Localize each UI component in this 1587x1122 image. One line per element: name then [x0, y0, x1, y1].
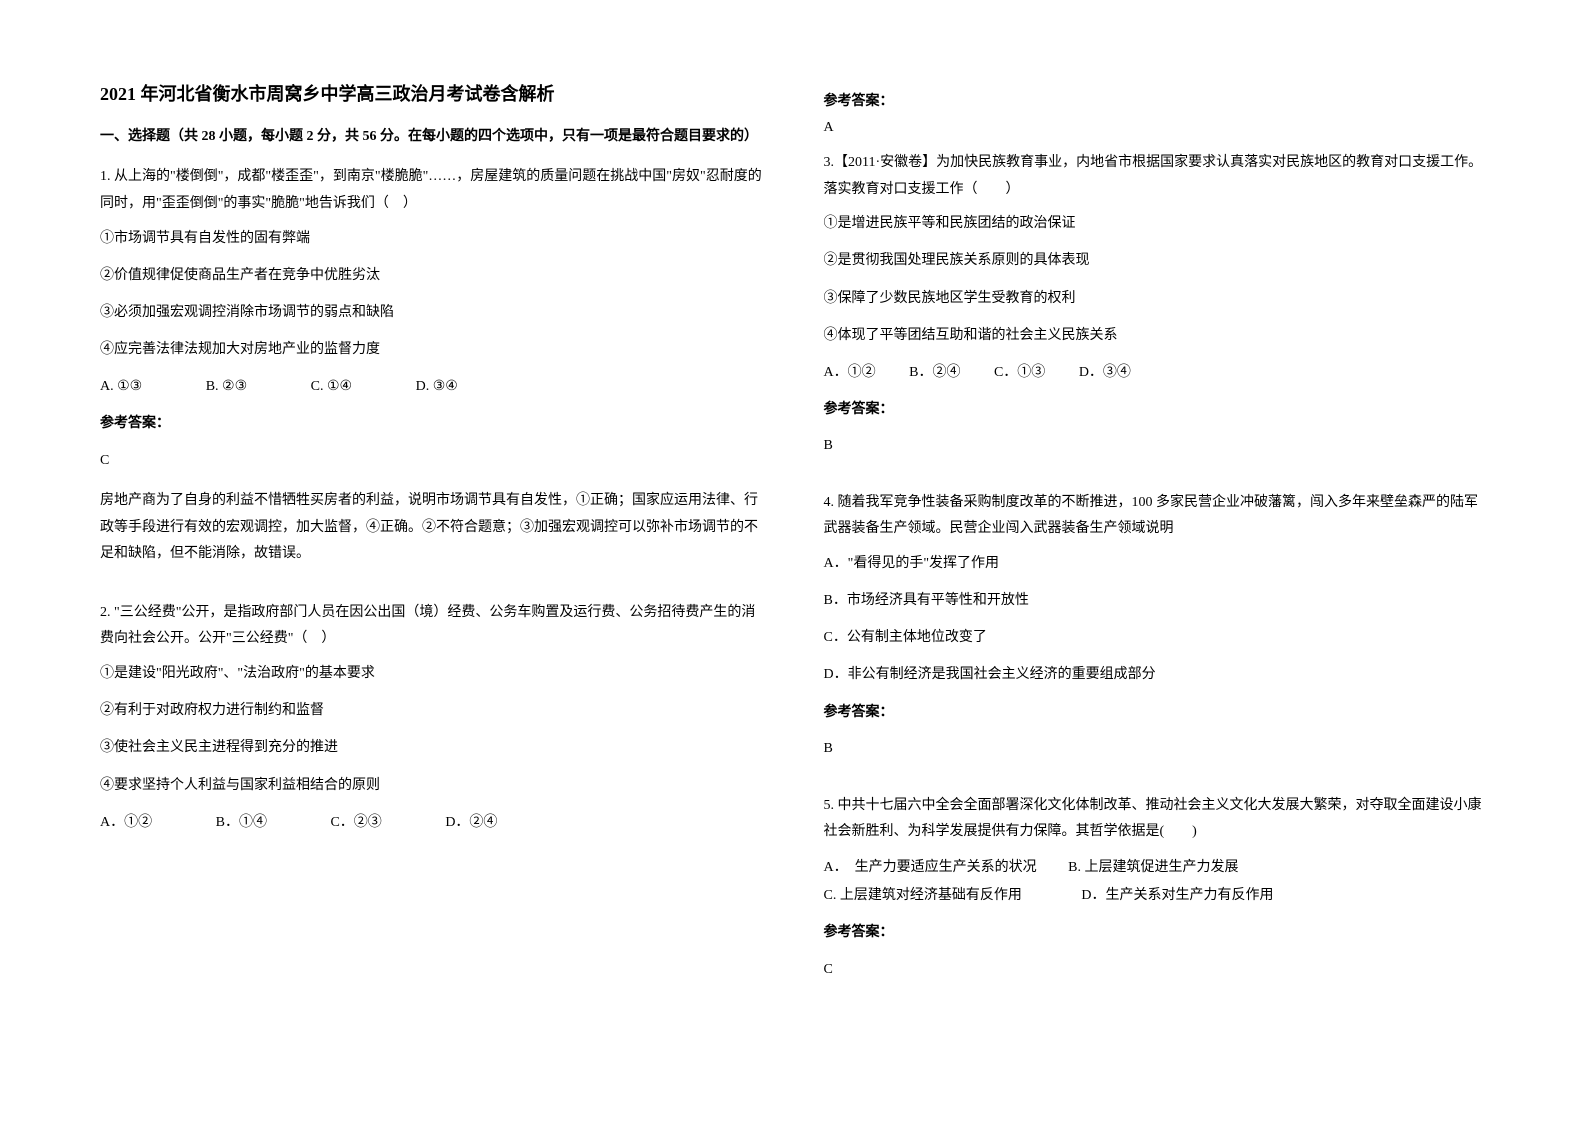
q5-option-c: C. 上层建筑对经济基础有反作用 — [824, 888, 1022, 903]
exam-title: 2021 年河北省衡水市周窝乡中学高三政治月考试卷含解析 — [100, 80, 764, 106]
q1-option-d: D. ③④ — [416, 374, 458, 401]
q3-stmt-1: ①是增进民族平等和民族团结的政治保证 — [824, 211, 1488, 236]
left-column: 2021 年河北省衡水市周窝乡中学高三政治月考试卷含解析 一、选择题（共 28 … — [100, 80, 764, 1082]
q1-option-b: B. ②③ — [206, 374, 247, 401]
q2-option-a: A．①② — [100, 810, 152, 837]
q3-answer-label: 参考答案： — [824, 397, 1488, 424]
q5-answer: C — [824, 957, 1488, 984]
q5-answer-label: 参考答案： — [824, 920, 1488, 947]
q1-stmt-3: ③必须加强宏观调控消除市场调节的弱点和缺陷 — [100, 300, 764, 325]
q3-text: 3.【2011·安徽卷】为加快民族教育事业，内地省市根据国家要求认真落实对民族地… — [824, 150, 1488, 203]
question-3: 3.【2011·安徽卷】为加快民族教育事业，内地省市根据国家要求认真落实对民族地… — [824, 150, 1488, 474]
q2-answer-label: 参考答案： — [824, 90, 1488, 110]
q3-stmt-3: ③保障了少数民族地区学生受教育的权利 — [824, 286, 1488, 311]
q1-stmt-4: ④应完善法律法规加大对房地产业的监督力度 — [100, 337, 764, 362]
q1-option-c: C. ①④ — [311, 374, 352, 401]
q3-answer: B — [824, 433, 1488, 460]
q3-stmt-2: ②是贯彻我国处理民族关系原则的具体表现 — [824, 248, 1488, 273]
q5-option-d: D．生产关系对生产力有反作用 — [1081, 888, 1273, 903]
q5-options: A． 生产力要适应生产关系的状况 B. 上层建筑促进生产力发展 C. 上层建筑对… — [824, 854, 1488, 910]
q3-option-b: B．②④ — [909, 360, 960, 387]
q3-option-a: A．①② — [824, 360, 876, 387]
q4-option-d: D．非公有制经济是我国社会主义经济的重要组成部分 — [824, 662, 1488, 687]
q2-stmt-4: ④要求坚持个人利益与国家利益相结合的原则 — [100, 773, 764, 798]
q5-text: 5. 中共十七届六中全会全面部署深化文化体制改革、推动社会主义文化大发展大繁荣，… — [824, 793, 1488, 846]
question-1: 1. 从上海的"楼倒倒"，成都"楼歪歪"，到南京"楼脆脆"……，房屋建筑的质量问… — [100, 164, 764, 584]
q2-stmt-3: ③使社会主义民主进程得到充分的推进 — [100, 735, 764, 760]
q1-stmt-1: ①市场调节具有自发性的固有弊端 — [100, 226, 764, 251]
q5-option-a: A． 生产力要适应生产关系的状况 — [824, 860, 1037, 875]
q1-option-a: A. ①③ — [100, 374, 142, 401]
q2-stmt-1: ①是建设"阳光政府"、"法治政府"的基本要求 — [100, 661, 764, 686]
q4-option-a: A．"看得见的手"发挥了作用 — [824, 551, 1488, 576]
q2-option-d: D．②④ — [445, 810, 497, 837]
q2-stmt-2: ②有利于对政府权力进行制约和监督 — [100, 698, 764, 723]
q4-option-b: B．市场经济具有平等性和开放性 — [824, 588, 1488, 613]
q2-option-b: B．①④ — [216, 810, 267, 837]
q2-answer: A — [824, 120, 1488, 136]
q4-options: A．"看得见的手"发挥了作用 B．市场经济具有平等性和开放性 C．公有制主体地位… — [824, 551, 1488, 688]
q2-text: 2. "三公经费"公开，是指政府部门人员在因公出国（境）经费、公务车购置及运行费… — [100, 600, 764, 653]
q1-stmt-2: ②价值规律促使商品生产者在竞争中优胜劣汰 — [100, 263, 764, 288]
right-column: 参考答案： A 3.【2011·安徽卷】为加快民族教育事业，内地省市根据国家要求… — [824, 80, 1488, 1082]
q1-text: 1. 从上海的"楼倒倒"，成都"楼歪歪"，到南京"楼脆脆"……，房屋建筑的质量问… — [100, 164, 764, 217]
q3-stmt-4: ④体现了平等团结互助和谐的社会主义民族关系 — [824, 323, 1488, 348]
q4-option-c: C．公有制主体地位改变了 — [824, 625, 1488, 650]
q3-options: A．①② B．②④ C．①③ D．③④ — [824, 360, 1488, 387]
q2-option-c: C．②③ — [330, 810, 381, 837]
q3-option-d: D．③④ — [1079, 360, 1131, 387]
section-header: 一、选择题（共 28 小题，每小题 2 分，共 56 分。在每小题的四个选项中，… — [100, 126, 764, 148]
q1-options: A. ①③ B. ②③ C. ①④ D. ③④ — [100, 374, 764, 401]
q1-explanation: 房地产商为了自身的利益不惜牺牲买房者的利益，说明市场调节具有自发性，①正确；国家… — [100, 488, 764, 568]
q4-text: 4. 随着我军竞争性装备采购制度改革的不断推进，100 多家民营企业冲破藩篱，闯… — [824, 490, 1488, 543]
q1-answer-label: 参考答案： — [100, 411, 764, 438]
q4-answer: B — [824, 736, 1488, 763]
question-4: 4. 随着我军竞争性装备采购制度改革的不断推进，100 多家民营企业冲破藩篱，闯… — [824, 490, 1488, 777]
question-2: 2. "三公经费"公开，是指政府部门人员在因公出国（境）经费、公务车购置及运行费… — [100, 600, 764, 845]
question-5: 5. 中共十七届六中全会全面部署深化文化体制改革、推动社会主义文化大发展大繁荣，… — [824, 793, 1488, 997]
q5-option-b: B. 上层建筑促进生产力发展 — [1068, 860, 1238, 875]
q2-options: A．①② B．①④ C．②③ D．②④ — [100, 810, 764, 837]
q4-answer-label: 参考答案： — [824, 700, 1488, 727]
q1-answer: C — [100, 448, 764, 475]
q3-option-c: C．①③ — [994, 360, 1045, 387]
